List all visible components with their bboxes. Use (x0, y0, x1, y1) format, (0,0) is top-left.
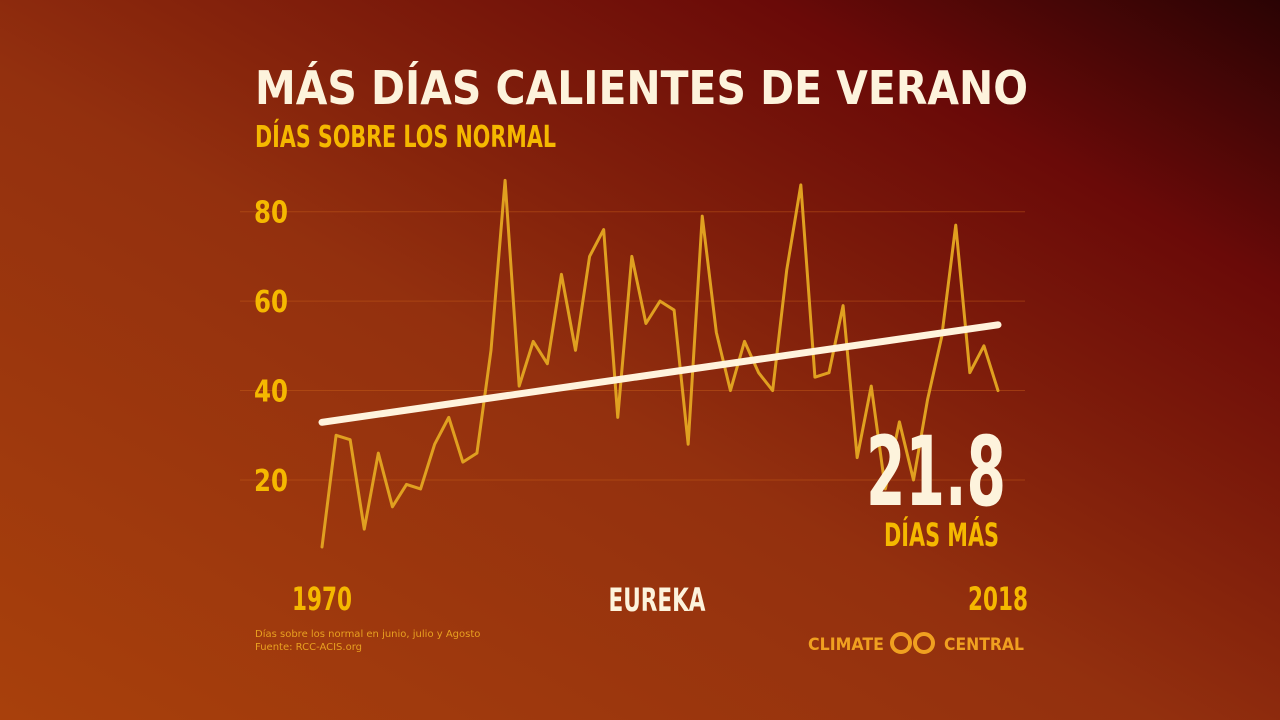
annotation-value: 21.8 (866, 416, 1006, 528)
y-tick-label: 20 (254, 464, 288, 499)
y-tick-label: 40 (254, 375, 288, 410)
x-tick-label: 1970 (292, 580, 352, 618)
footnote: Fuente: RCC-ACIS.org (255, 642, 362, 653)
y-tick-label: 60 (254, 285, 288, 320)
footnote: Días sobre los normal en junio, julio y … (255, 628, 480, 640)
x-tick-label: 2018 (968, 580, 1028, 618)
chart-subtitle: DÍAS SOBRE LOS NORMAL (255, 119, 556, 155)
data-line (320, 178, 1000, 549)
location: EUREKA (609, 581, 706, 619)
y-tick-label: 80 (254, 196, 288, 231)
logo-text: CENTRAL (944, 635, 1024, 655)
annotation-text: DÍAS MÁS (884, 516, 999, 554)
chart-title: MÁS DÍAS CALIENTES DE VERANO (255, 61, 1028, 115)
logo-text: CLIMATE (808, 635, 884, 655)
logo-icon (890, 632, 935, 654)
trend-line (318, 321, 1002, 426)
